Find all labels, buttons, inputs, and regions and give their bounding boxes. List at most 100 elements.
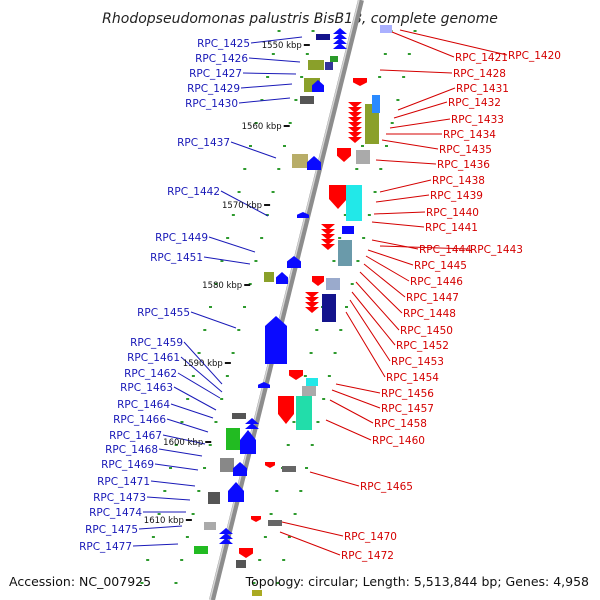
position-dot: [276, 582, 280, 584]
leader-line: [309, 471, 360, 487]
gene-label-left[interactable]: RPC_1442: [167, 186, 220, 198]
position-dot: [140, 582, 144, 584]
gene-arrow-forward: [233, 462, 247, 476]
gene-feature-box: [236, 560, 246, 568]
gene-label-left[interactable]: RPC_1473: [93, 492, 146, 504]
gene-label-left[interactable]: RPC_1461: [127, 352, 180, 364]
gene-label-right[interactable]: RPC_1420: [508, 50, 561, 62]
gene-label-right[interactable]: RPC_1450: [400, 325, 453, 337]
gene-label-left[interactable]: RPC_1451: [150, 252, 203, 264]
gene-label-left[interactable]: RPC_1469: [101, 459, 154, 471]
gene-arrow-forward: [240, 430, 256, 454]
gene-feature-box: [232, 413, 246, 419]
gene-label-right[interactable]: RPC_1470: [344, 531, 397, 543]
gene-arrow-reverse: [348, 122, 362, 128]
gene-arrow-forward: [219, 533, 233, 539]
gene-label-right[interactable]: RPC_1439: [430, 190, 483, 202]
gene-label-left[interactable]: RPC_1474: [89, 507, 142, 519]
position-dot: [277, 168, 281, 170]
gene-label-right[interactable]: RPC_1436: [437, 159, 490, 171]
gene-feature-box: [316, 34, 330, 40]
gene-features: [194, 25, 392, 596]
gene-label-left[interactable]: RPC_1464: [117, 399, 170, 411]
leader-line: [373, 211, 426, 215]
gene-arrow-forward: [265, 316, 287, 364]
leader-line: [355, 281, 400, 331]
gene-label-left[interactable]: RPC_1459: [130, 337, 183, 349]
gene-label-right[interactable]: RPC_1433: [451, 114, 504, 126]
kbp-tick: [303, 44, 310, 46]
kbp-tick: [244, 284, 251, 286]
position-dot: [243, 168, 247, 170]
position-dot: [345, 306, 349, 308]
gene-label-right[interactable]: RPC_1453: [391, 356, 444, 368]
position-dot: [151, 536, 155, 538]
genome-summary-text: Topology: circular; Length: 5,513,844 bp…: [245, 574, 589, 589]
gene-label-right[interactable]: RPC_1454: [386, 372, 439, 384]
gene-label-left[interactable]: RPC_1475: [85, 524, 138, 536]
position-dot: [293, 513, 297, 515]
gene-label-left[interactable]: RPC_1430: [185, 98, 238, 110]
position-dot: [305, 53, 309, 55]
gene-label-right[interactable]: RPC_1445: [414, 260, 467, 272]
gene-label-right[interactable]: RPC_1444: [419, 244, 472, 256]
gene-label-right[interactable]: RPC_1440: [426, 207, 479, 219]
gene-label-left[interactable]: RPC_1471: [97, 476, 150, 488]
gene-label-right[interactable]: RPC_1434: [443, 129, 496, 141]
gene-label-left[interactable]: RPC_1477: [79, 541, 132, 553]
position-dot: [287, 536, 291, 538]
position-dot: [311, 30, 315, 32]
kbp-label: 1550 kbp: [262, 41, 302, 51]
gene-arrow-forward: [333, 33, 347, 39]
gene-label-right[interactable]: RPC_1446: [410, 276, 463, 288]
gene-arrow-reverse: [265, 462, 275, 468]
position-dot: [263, 536, 267, 538]
gene-label-left[interactable]: RPC_1426: [195, 53, 248, 65]
gene-label-right[interactable]: RPC_1452: [396, 340, 449, 352]
gene-label-right[interactable]: RPC_1457: [381, 403, 434, 415]
gene-label-left[interactable]: RPC_1466: [113, 414, 166, 426]
gene-label-left[interactable]: RPC_1462: [124, 368, 177, 380]
gene-label-right[interactable]: RPC_1441: [425, 222, 478, 234]
gene-label-right[interactable]: RPC_1431: [456, 83, 509, 95]
gene-label-left[interactable]: RPC_1463: [120, 382, 173, 394]
leader-line: [365, 255, 410, 282]
gene-label-left[interactable]: RPC_1467: [109, 430, 162, 442]
gene-label-right[interactable]: RPC_1472: [341, 550, 394, 562]
gene-feature-box: [346, 185, 362, 221]
position-dot: [174, 582, 178, 584]
gene-label-right[interactable]: RPC_1465: [360, 481, 413, 493]
gene-arrow-reverse: [348, 132, 362, 138]
gene-label-left[interactable]: RPC_1427: [189, 68, 242, 80]
gene-label-right[interactable]: RPC_1438: [432, 175, 485, 187]
gene-label-right[interactable]: RPC_1447: [406, 292, 459, 304]
gene-label-right[interactable]: RPC_1435: [439, 144, 492, 156]
gene-feature-box: [306, 378, 318, 386]
position-dot: [266, 76, 270, 78]
gene-label-right[interactable]: RPC_1460: [372, 435, 425, 447]
gene-label-left[interactable]: RPC_1449: [155, 232, 208, 244]
kbp-markers: 1550 kbp 1560 kbp 1570 kbp 1580 kbp 1590 kbp…: [144, 41, 310, 526]
gene-label-left[interactable]: RPC_1425: [197, 38, 250, 50]
gene-label-left[interactable]: RPC_1429: [187, 83, 240, 95]
gene-feature-box: [292, 154, 308, 168]
position-dot: [180, 421, 184, 423]
gene-arrow-forward: [245, 423, 259, 429]
gene-label-left[interactable]: RPC_1468: [105, 444, 158, 456]
leader-line: [371, 221, 425, 228]
gene-label-right[interactable]: RPC_1448: [403, 308, 456, 320]
gene-label-right[interactable]: RPC_1421: [455, 52, 508, 64]
position-dot: [258, 559, 262, 561]
gene-label-left[interactable]: RPC_1455: [137, 307, 190, 319]
position-dot: [254, 122, 258, 124]
gene-label-left[interactable]: RPC_1437: [177, 137, 230, 149]
gene-label-right[interactable]: RPC_1428: [453, 68, 506, 80]
gene-label-right[interactable]: RPC_1458: [374, 418, 427, 430]
gene-label-right[interactable]: RPC_1432: [448, 97, 501, 109]
gene-label-right[interactable]: RPC_1443: [470, 244, 523, 256]
gene-label-right[interactable]: RPC_1456: [381, 388, 434, 400]
leader-line: [351, 291, 396, 346]
gene-feature-box: [268, 520, 282, 526]
position-dot: [292, 421, 296, 423]
position-dot: [260, 99, 264, 101]
